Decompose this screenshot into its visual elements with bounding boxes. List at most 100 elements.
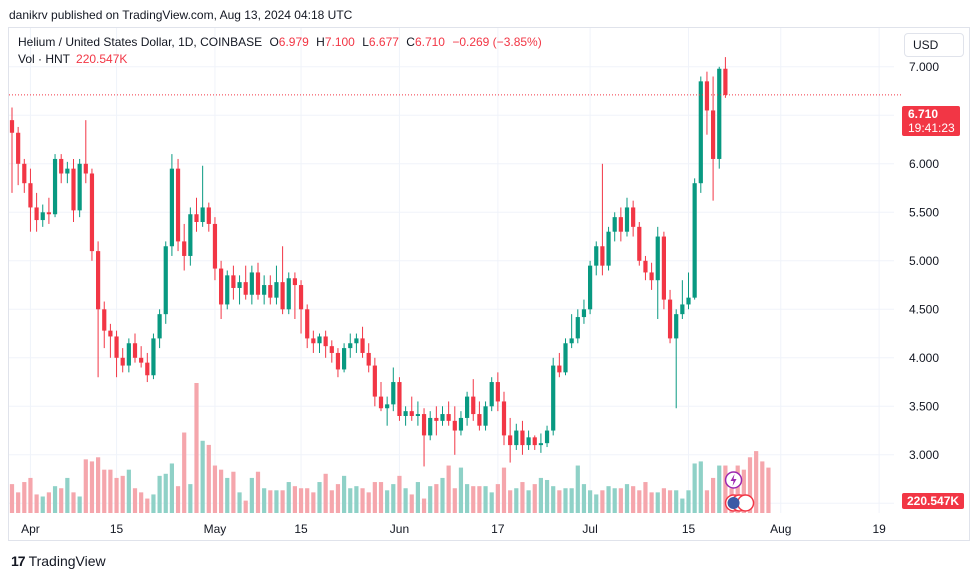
volume-bar <box>317 482 322 513</box>
volume-bar <box>495 484 500 513</box>
candle-body <box>661 236 666 300</box>
y-tick-label: 6.000 <box>909 157 939 171</box>
volume-bar <box>378 482 384 513</box>
volume-bar <box>132 488 138 513</box>
candle-body <box>237 282 242 288</box>
volume-bar <box>22 482 27 513</box>
volume-bar <box>704 490 710 513</box>
candle-body <box>649 272 654 281</box>
candle-body <box>151 338 156 376</box>
candle-body <box>268 285 273 298</box>
volume-bar <box>618 488 623 513</box>
volume-bar <box>249 477 254 513</box>
candle-body <box>569 338 574 344</box>
candle-body <box>102 309 107 331</box>
x-tick-label: Jul <box>582 522 597 536</box>
candle-body <box>28 183 33 208</box>
candle-body <box>9 120 15 133</box>
candle-body <box>483 406 488 426</box>
x-tick-label: May <box>204 522 227 536</box>
volume-label[interactable]: Vol · HNT <box>18 52 71 66</box>
candle-body <box>145 362 150 376</box>
open-label: O <box>269 35 279 49</box>
x-tick-label: 17 <box>491 522 505 536</box>
volume-bar <box>96 457 101 513</box>
volume-bar <box>446 465 451 513</box>
candle-body <box>311 338 316 344</box>
candle-body <box>114 336 119 358</box>
candle-body <box>89 173 95 252</box>
candle-body <box>77 163 82 211</box>
volume-bar <box>624 484 630 513</box>
volume-bar <box>89 461 95 513</box>
volume-bar <box>120 475 125 513</box>
candle-body <box>446 414 451 421</box>
candle-body <box>83 163 88 174</box>
volume-bar <box>360 488 365 513</box>
last-price-tag: 6.710 19:41:23 <box>902 106 960 136</box>
candle-body <box>508 435 513 446</box>
candle-body <box>71 168 76 211</box>
candle-body <box>637 226 642 261</box>
candle-body <box>397 382 402 416</box>
candle-body <box>477 414 482 426</box>
volume-bar <box>508 490 513 513</box>
candle-body <box>194 214 199 222</box>
volume-bar <box>637 490 642 513</box>
y-tick-label: 3.500 <box>909 399 939 413</box>
candle-body <box>22 163 27 184</box>
volume-bar <box>526 490 531 513</box>
volume-bar <box>52 486 58 513</box>
volume-bar <box>231 471 236 513</box>
bar-countdown: 19:41:23 <box>908 121 955 135</box>
candle-layer <box>9 57 728 467</box>
high-label: H <box>316 35 325 49</box>
symbol-name[interactable]: Helium / United States Dollar, 1D, COINB… <box>18 35 263 49</box>
y-tick-label: 4.500 <box>909 302 939 316</box>
volume-bar <box>292 486 297 513</box>
candle-body <box>618 217 623 232</box>
volume-bar <box>717 465 722 513</box>
volume-bar <box>643 482 648 513</box>
volume-bar <box>71 492 76 513</box>
volume-bar <box>262 488 267 513</box>
candle-body <box>471 396 476 415</box>
volume-bar <box>237 492 242 513</box>
tradingview-brand[interactable]: 17 TradingView <box>11 553 106 569</box>
candle-body <box>348 343 353 349</box>
volume-bar <box>594 494 599 513</box>
volume-bar <box>655 492 660 513</box>
candle-body <box>317 336 322 344</box>
low-label: L <box>362 35 369 49</box>
candle-body <box>342 348 347 370</box>
low-value: 6.677 <box>368 35 399 49</box>
volume-bar <box>16 492 21 513</box>
candle-body <box>108 330 113 337</box>
volume-bar <box>163 473 168 513</box>
candle-body <box>274 282 279 298</box>
candle-body <box>188 214 193 256</box>
candle-body <box>686 297 691 305</box>
candle-body <box>292 278 297 286</box>
candle-body <box>391 382 396 405</box>
candle-body <box>409 411 414 416</box>
currency-button[interactable]: USD <box>904 33 964 57</box>
last-price-value: 6.710 <box>908 107 939 121</box>
volume-bar <box>631 486 636 513</box>
candle-body <box>612 217 617 232</box>
volume-bar <box>661 488 666 513</box>
candle-body <box>378 396 384 409</box>
volume-bar <box>34 494 39 513</box>
candle-body <box>323 336 328 347</box>
candle-body <box>631 207 636 227</box>
open-value: 6.979 <box>278 35 309 49</box>
volume-bar <box>686 490 691 513</box>
volume-bar <box>557 490 562 513</box>
candle-body <box>286 278 291 310</box>
candlestick-chart[interactable]: 2.5003.0003.5004.0004.5005.0005.5006.000… <box>9 28 969 540</box>
volume-bar <box>649 492 654 513</box>
candle-body <box>219 268 224 305</box>
volume-bar <box>440 477 445 513</box>
volume-bar <box>354 486 359 513</box>
candle-body <box>354 338 359 344</box>
